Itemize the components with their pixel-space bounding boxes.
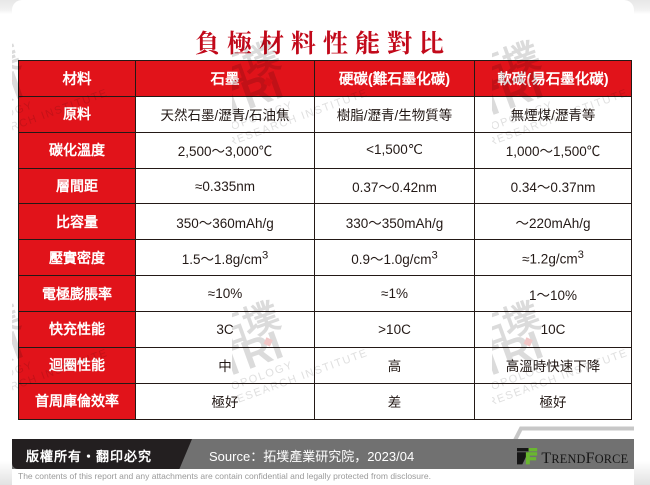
svg-text:TRENDFORCE: TRENDFORCE <box>541 450 628 466</box>
